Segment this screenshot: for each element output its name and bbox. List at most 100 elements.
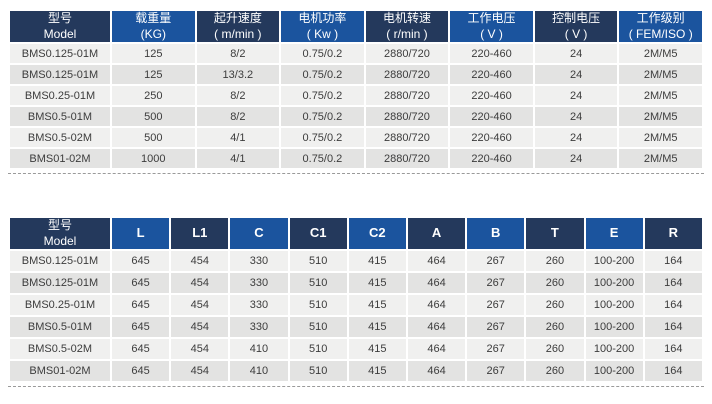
header-line1: C2 bbox=[369, 225, 386, 241]
value-cell: 2M/M5 bbox=[619, 44, 702, 64]
value-cell: 464 bbox=[407, 295, 466, 316]
table-row: BMS0.125-01M 645 454 330 510 415 464 267 260 100-… bbox=[10, 251, 702, 272]
value-cell: 164 bbox=[644, 295, 702, 316]
column-header: L bbox=[112, 218, 170, 250]
value-cell: 500 bbox=[112, 107, 195, 127]
value-cell: 24 bbox=[534, 149, 618, 169]
header-line1: C1 bbox=[309, 225, 327, 241]
header-line2: Model bbox=[43, 26, 77, 41]
column-header: 电机功率( Kw ) bbox=[281, 11, 364, 43]
table-row: BMS0.5-01M 500 8/2 0.75/0.2 2880/720 220-460 2… bbox=[10, 107, 702, 127]
header-line1: R bbox=[668, 225, 679, 241]
value-cell: 454 bbox=[171, 361, 229, 382]
header-line1: 工作级别 bbox=[636, 11, 685, 25]
value-cell: 4/1 bbox=[196, 128, 280, 148]
value-cell: 100-200 bbox=[585, 361, 643, 382]
header-line2: ( Kw ) bbox=[306, 26, 339, 41]
value-cell: 220-460 bbox=[450, 44, 533, 64]
value-cell: 454 bbox=[171, 339, 229, 360]
header-line2: ( V ) bbox=[480, 26, 503, 41]
value-cell: 220-460 bbox=[450, 149, 533, 169]
value-cell: 220-460 bbox=[450, 107, 533, 127]
value-cell: 0.75/0.2 bbox=[281, 149, 364, 169]
value-cell: 24 bbox=[534, 44, 618, 64]
header-line1: T bbox=[550, 225, 559, 241]
value-cell: 500 bbox=[112, 128, 195, 148]
value-cell: 24 bbox=[534, 107, 618, 127]
value-cell: 645 bbox=[112, 251, 170, 272]
value-cell: 415 bbox=[348, 339, 406, 360]
value-cell: 645 bbox=[112, 273, 170, 294]
value-cell: 464 bbox=[407, 339, 466, 360]
value-cell: 267 bbox=[467, 317, 525, 338]
value-cell: 1000 bbox=[112, 149, 195, 169]
value-cell: 267 bbox=[467, 339, 525, 360]
value-cell: 415 bbox=[348, 361, 406, 382]
table-row: BMS0.25-01M 645 454 330 510 415 464 267 260 100-2… bbox=[10, 295, 702, 316]
value-cell: 330 bbox=[230, 317, 288, 338]
value-cell: 645 bbox=[112, 295, 170, 316]
value-cell: 2M/M5 bbox=[619, 149, 702, 169]
value-cell: 100-200 bbox=[585, 317, 643, 338]
performance-spec-section: 型号 Model 载重量 (KG) 起升速度( m/min ) 电机功率( Kw ) 电机转… bbox=[8, 9, 704, 175]
header-line1: E bbox=[609, 225, 619, 241]
table-row: BMS01-02M 645 454 410 510 415 464 267 260 100-200… bbox=[10, 361, 702, 382]
value-cell: 164 bbox=[644, 251, 702, 272]
value-cell: 0.75/0.2 bbox=[281, 107, 364, 127]
header-line1: C bbox=[254, 225, 264, 241]
column-header: 控制电压( V ) bbox=[534, 11, 618, 43]
value-cell: 260 bbox=[526, 273, 584, 294]
value-cell: 13/3.2 bbox=[196, 65, 280, 85]
model-cell: BMS0.25-01M bbox=[10, 295, 110, 316]
header-line2: ( r/min ) bbox=[386, 26, 428, 41]
value-cell: 510 bbox=[289, 295, 347, 316]
model-cell: BMS0.25-01M bbox=[10, 86, 110, 106]
value-cell: 100-200 bbox=[585, 295, 643, 316]
value-cell: 24 bbox=[534, 128, 618, 148]
value-cell: 415 bbox=[348, 273, 406, 294]
column-header: R bbox=[644, 218, 702, 250]
value-cell: 220-460 bbox=[450, 128, 533, 148]
value-cell: 0.75/0.2 bbox=[281, 86, 364, 106]
header-line1: 电机功率 bbox=[298, 11, 347, 25]
table-row: BMS0.125-01M 125 8/2 0.75/0.2 2880/720 220-46… bbox=[10, 44, 702, 64]
value-cell: 330 bbox=[230, 273, 288, 294]
model-cell: BMS01-02M bbox=[10, 149, 110, 169]
column-header: L1 bbox=[171, 218, 229, 250]
dimension-section: 型号 Model L L1 C C1 C2 A B T E R BMS0.125-01M 645 454 33… bbox=[8, 216, 704, 388]
value-cell: 330 bbox=[230, 295, 288, 316]
model-cell: BMS0.5-01M bbox=[10, 317, 110, 338]
column-header: 型号 Model bbox=[10, 218, 110, 250]
value-cell: 645 bbox=[112, 339, 170, 360]
header-line1: 载重量 bbox=[135, 11, 172, 25]
column-header: C2 bbox=[348, 218, 406, 250]
header-line2: ( V ) bbox=[564, 26, 588, 41]
header-line1: 工作电压 bbox=[467, 11, 516, 25]
value-cell: 2880/720 bbox=[365, 44, 449, 64]
header-line1: L bbox=[136, 225, 145, 241]
model-cell: BMS01-02M bbox=[10, 361, 110, 382]
column-header: C bbox=[230, 218, 288, 250]
value-cell: 454 bbox=[171, 317, 229, 338]
value-cell: 2880/720 bbox=[365, 86, 449, 106]
table-row: BMS01-02M 1000 4/1 0.75/0.2 2880/720 220-460 2… bbox=[10, 149, 702, 169]
header-line2: Model bbox=[43, 233, 77, 248]
header-line1: 型号 bbox=[47, 218, 72, 232]
value-cell: 510 bbox=[289, 317, 347, 338]
value-cell: 100-200 bbox=[585, 339, 643, 360]
value-cell: 645 bbox=[112, 317, 170, 338]
value-cell: 0.75/0.2 bbox=[281, 44, 364, 64]
column-header: 型号 Model bbox=[10, 11, 110, 43]
value-cell: 454 bbox=[171, 273, 229, 294]
header-line1: 电机转速 bbox=[382, 11, 431, 25]
value-cell: 510 bbox=[289, 339, 347, 360]
column-header: 电机转速( r/min ) bbox=[365, 11, 449, 43]
value-cell: 464 bbox=[407, 361, 466, 382]
column-header: 起升速度( m/min ) bbox=[196, 11, 280, 43]
table-row: BMS0.125-01M 125 13/3.2 0.75/0.2 2880/720 220… bbox=[10, 65, 702, 85]
value-cell: 2880/720 bbox=[365, 149, 449, 169]
value-cell: 0.75/0.2 bbox=[281, 128, 364, 148]
model-cell: BMS0.125-01M bbox=[10, 251, 110, 272]
value-cell: 164 bbox=[644, 317, 702, 338]
value-cell: 645 bbox=[112, 361, 170, 382]
